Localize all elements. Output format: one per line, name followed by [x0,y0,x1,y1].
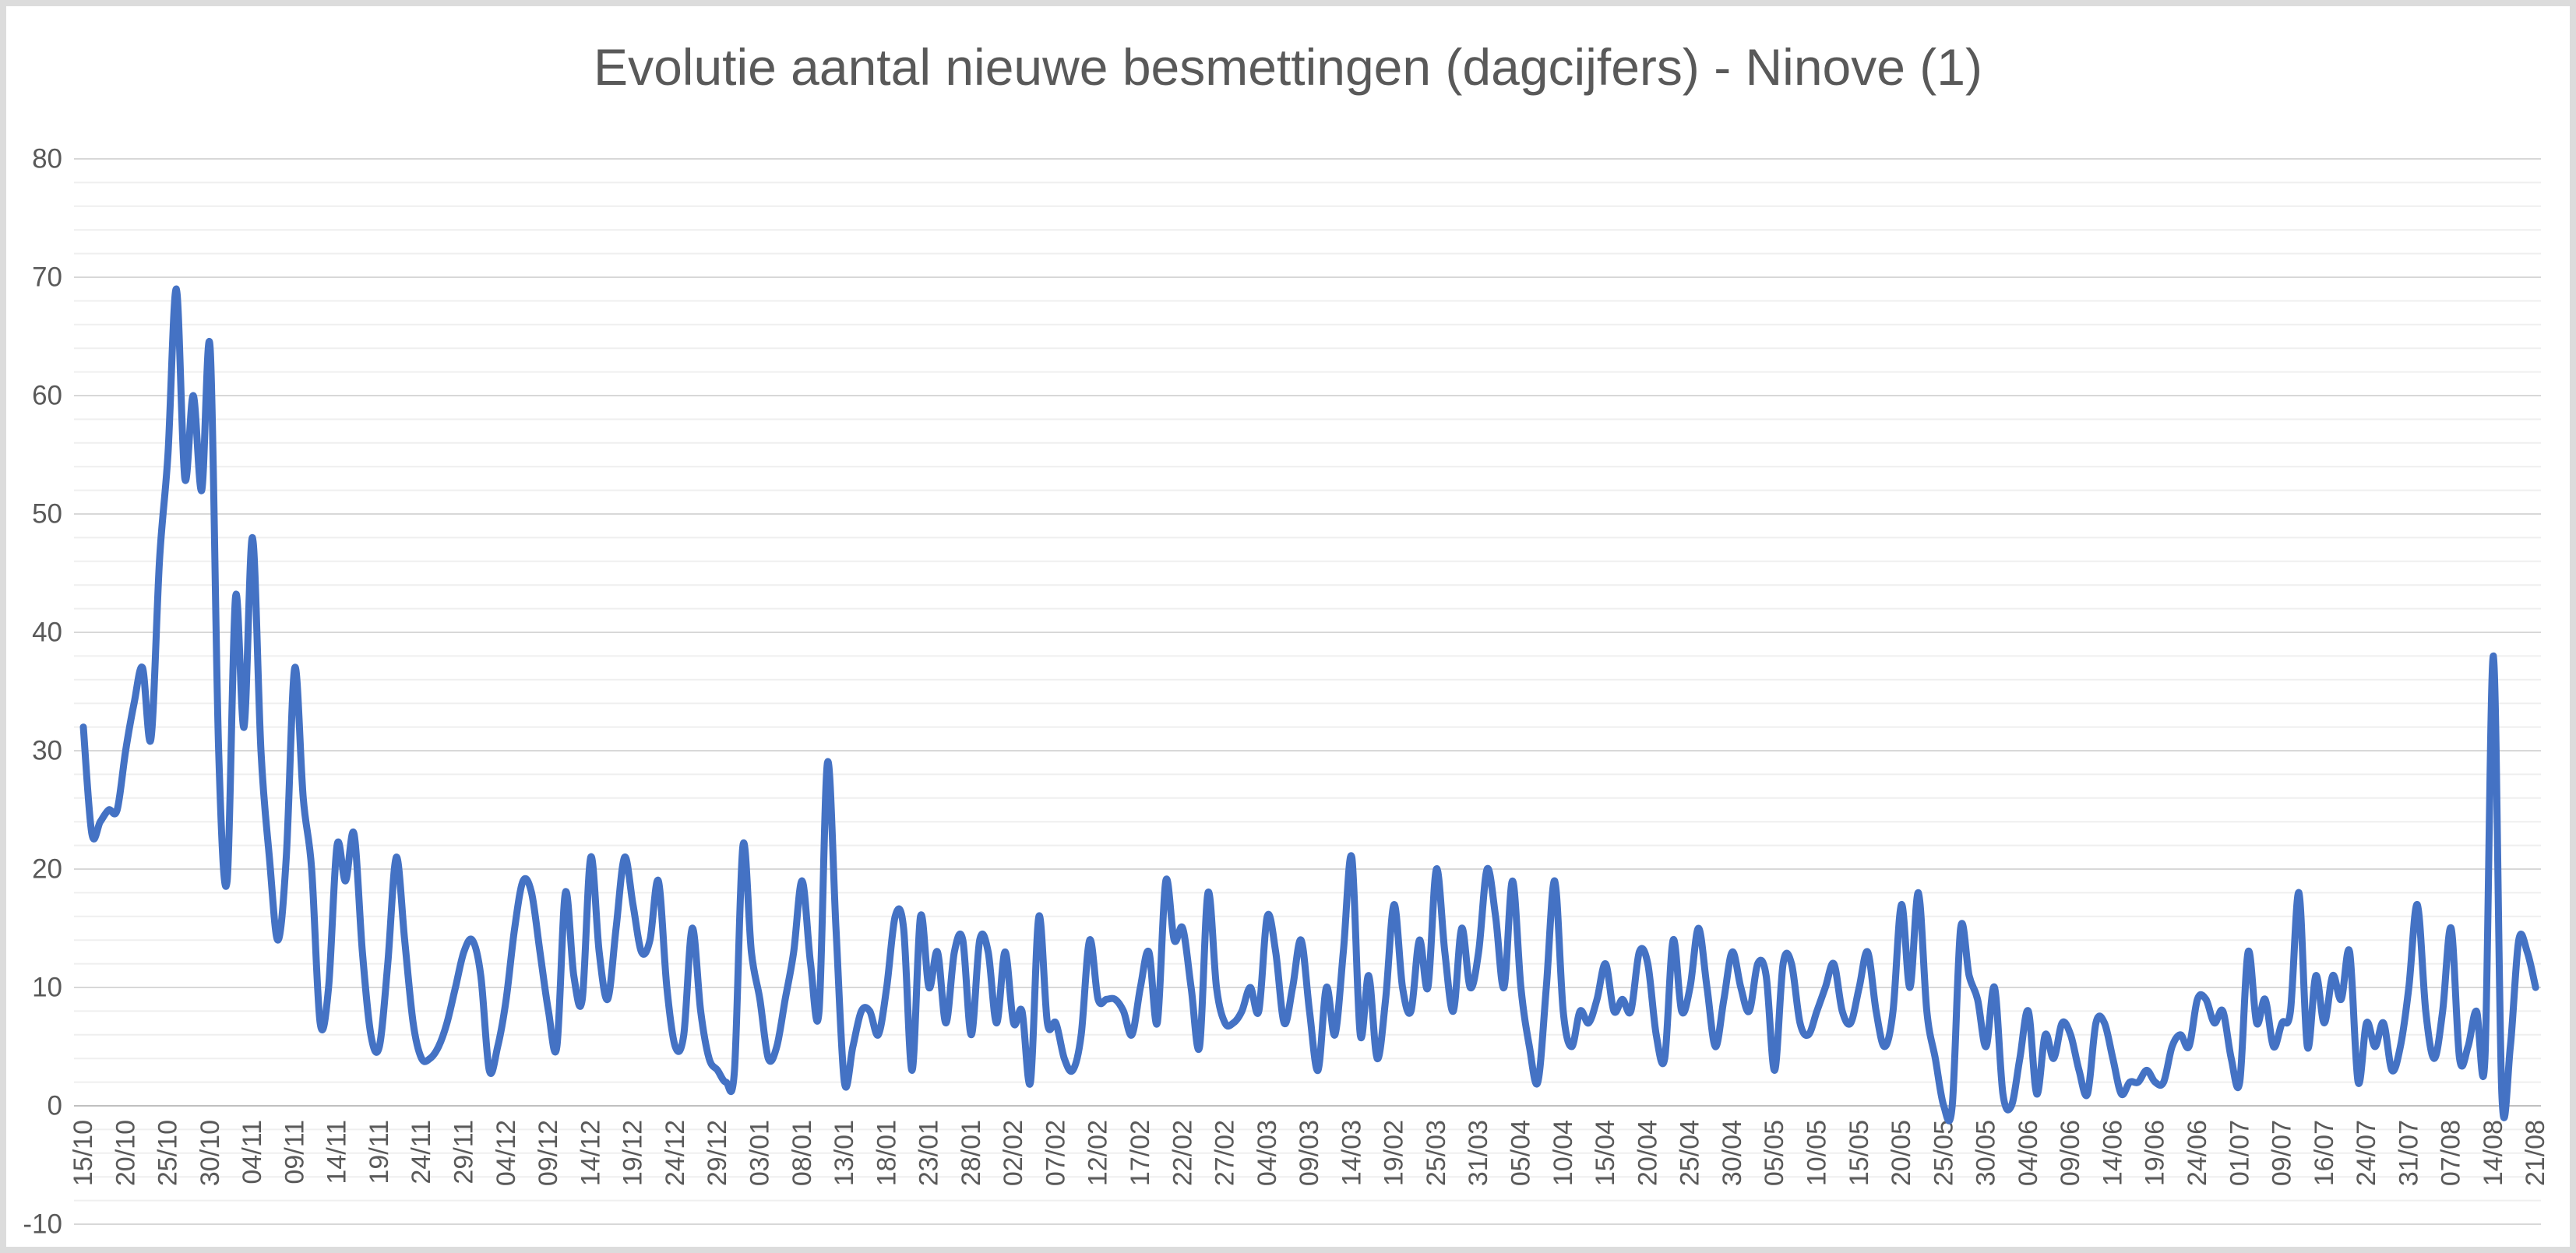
x-tick-label: 14/11 [322,1120,352,1184]
y-tick-label: 30 [32,736,62,766]
y-tick-label: 40 [32,618,62,648]
x-tick-label: 19/02 [1380,1120,1409,1186]
x-tick-label: 23/01 [914,1120,944,1186]
x-tick-label: 30/05 [1972,1120,2001,1186]
x-tick-label: 16/07 [2310,1120,2339,1186]
x-tick-label: 09/12 [534,1120,563,1186]
x-tick-label: 04/12 [492,1120,521,1186]
x-tick-label: 24/07 [2352,1120,2381,1186]
x-tick-label: 04/03 [1253,1120,1282,1186]
x-tick-label: 21/08 [2521,1120,2550,1186]
y-tick-label: 10 [32,973,62,1003]
x-tick-label: 29/11 [449,1120,479,1184]
x-tick-label: 25/04 [1676,1120,1705,1186]
x-tick-label: 14/12 [576,1120,605,1186]
y-tick-label: 50 [32,499,62,530]
x-tick-label: 09/03 [1295,1120,1324,1186]
series-line-dagcijfers [79,285,2539,1125]
x-tick-label: 14/08 [2479,1120,2508,1186]
x-tick-label: 15/04 [1591,1120,1620,1186]
x-tick-label: 20/04 [1633,1120,1662,1186]
x-tick-label: 22/02 [1168,1120,1197,1186]
y-tick-label: 70 [32,262,62,293]
x-tick-label: 10/04 [1549,1120,1578,1186]
x-tick-label: 10/05 [1802,1120,1831,1186]
x-tick-label: 18/01 [872,1120,901,1186]
chart-title: Evolutie aantal nieuwe besmettingen (dag… [594,38,1982,96]
x-tick-label: 25/03 [1422,1120,1451,1186]
x-tick-label: 07/08 [2437,1120,2466,1186]
x-tick-label: 25/05 [1929,1120,1958,1186]
x-tick-label: 05/05 [1760,1120,1789,1186]
y-axis-tick-labels: 80 70 60 50 40 30 20 10 0 -10 [23,144,62,1240]
x-tick-label: 19/11 [365,1120,394,1184]
x-tick-label: 05/04 [1506,1120,1536,1186]
x-tick-label: 31/07 [2394,1120,2423,1186]
x-tick-label: 31/03 [1464,1120,1493,1186]
x-tick-label: 13/01 [830,1120,859,1186]
x-tick-label: 30/04 [1718,1120,1747,1186]
x-tick-label: 27/02 [1210,1120,1240,1186]
x-tick-label: 15/10 [69,1120,98,1186]
x-tick-label: 24/12 [661,1120,690,1186]
y-tick-label: 60 [32,381,62,411]
x-tick-label: 08/01 [788,1120,817,1186]
x-tick-label: 20/10 [111,1120,140,1186]
x-tick-label: 14/06 [2098,1120,2127,1186]
x-tick-label: 09/11 [280,1120,309,1184]
x-tick-label: 01/07 [2225,1120,2254,1186]
x-tick-label: 15/05 [1845,1120,1874,1186]
x-tick-label: 29/12 [703,1120,732,1186]
x-tick-label: 02/02 [999,1120,1028,1186]
x-tick-label: 04/11 [238,1120,267,1184]
x-tick-label: 12/02 [1084,1120,1113,1186]
y-tick-label: 0 [48,1091,62,1121]
y-gridlines-major [74,158,2541,1225]
y-tick-label: 80 [32,144,62,174]
y-tick-label: 20 [32,854,62,885]
x-tick-label: 09/06 [2056,1120,2085,1186]
x-tick-label: 25/10 [153,1120,183,1186]
y-gridlines-minor [74,181,2541,1202]
x-tick-label: 28/01 [957,1120,986,1186]
x-tick-label: 14/03 [1337,1120,1366,1186]
y-tick-label: -10 [23,1209,62,1240]
x-tick-label: 07/02 [1041,1120,1070,1186]
x-tick-label: 19/06 [2141,1120,2170,1186]
x-tick-label: 17/02 [1126,1120,1155,1186]
x-tick-label: 20/05 [1887,1120,1916,1186]
x-tick-label: 03/01 [745,1120,774,1186]
x-tick-label: 30/10 [196,1120,225,1186]
x-tick-label: 24/06 [2183,1120,2212,1186]
x-axis-tick-labels: 15/10 20/10 25/10 30/10 04/11 09/11 14/11 19/11… [69,1120,2550,1186]
x-tick-label: 24/11 [407,1120,436,1184]
x-tick-label: 19/12 [618,1120,648,1186]
x-tick-label: 04/06 [2014,1120,2043,1186]
x-tick-label: 09/07 [2268,1120,2297,1186]
